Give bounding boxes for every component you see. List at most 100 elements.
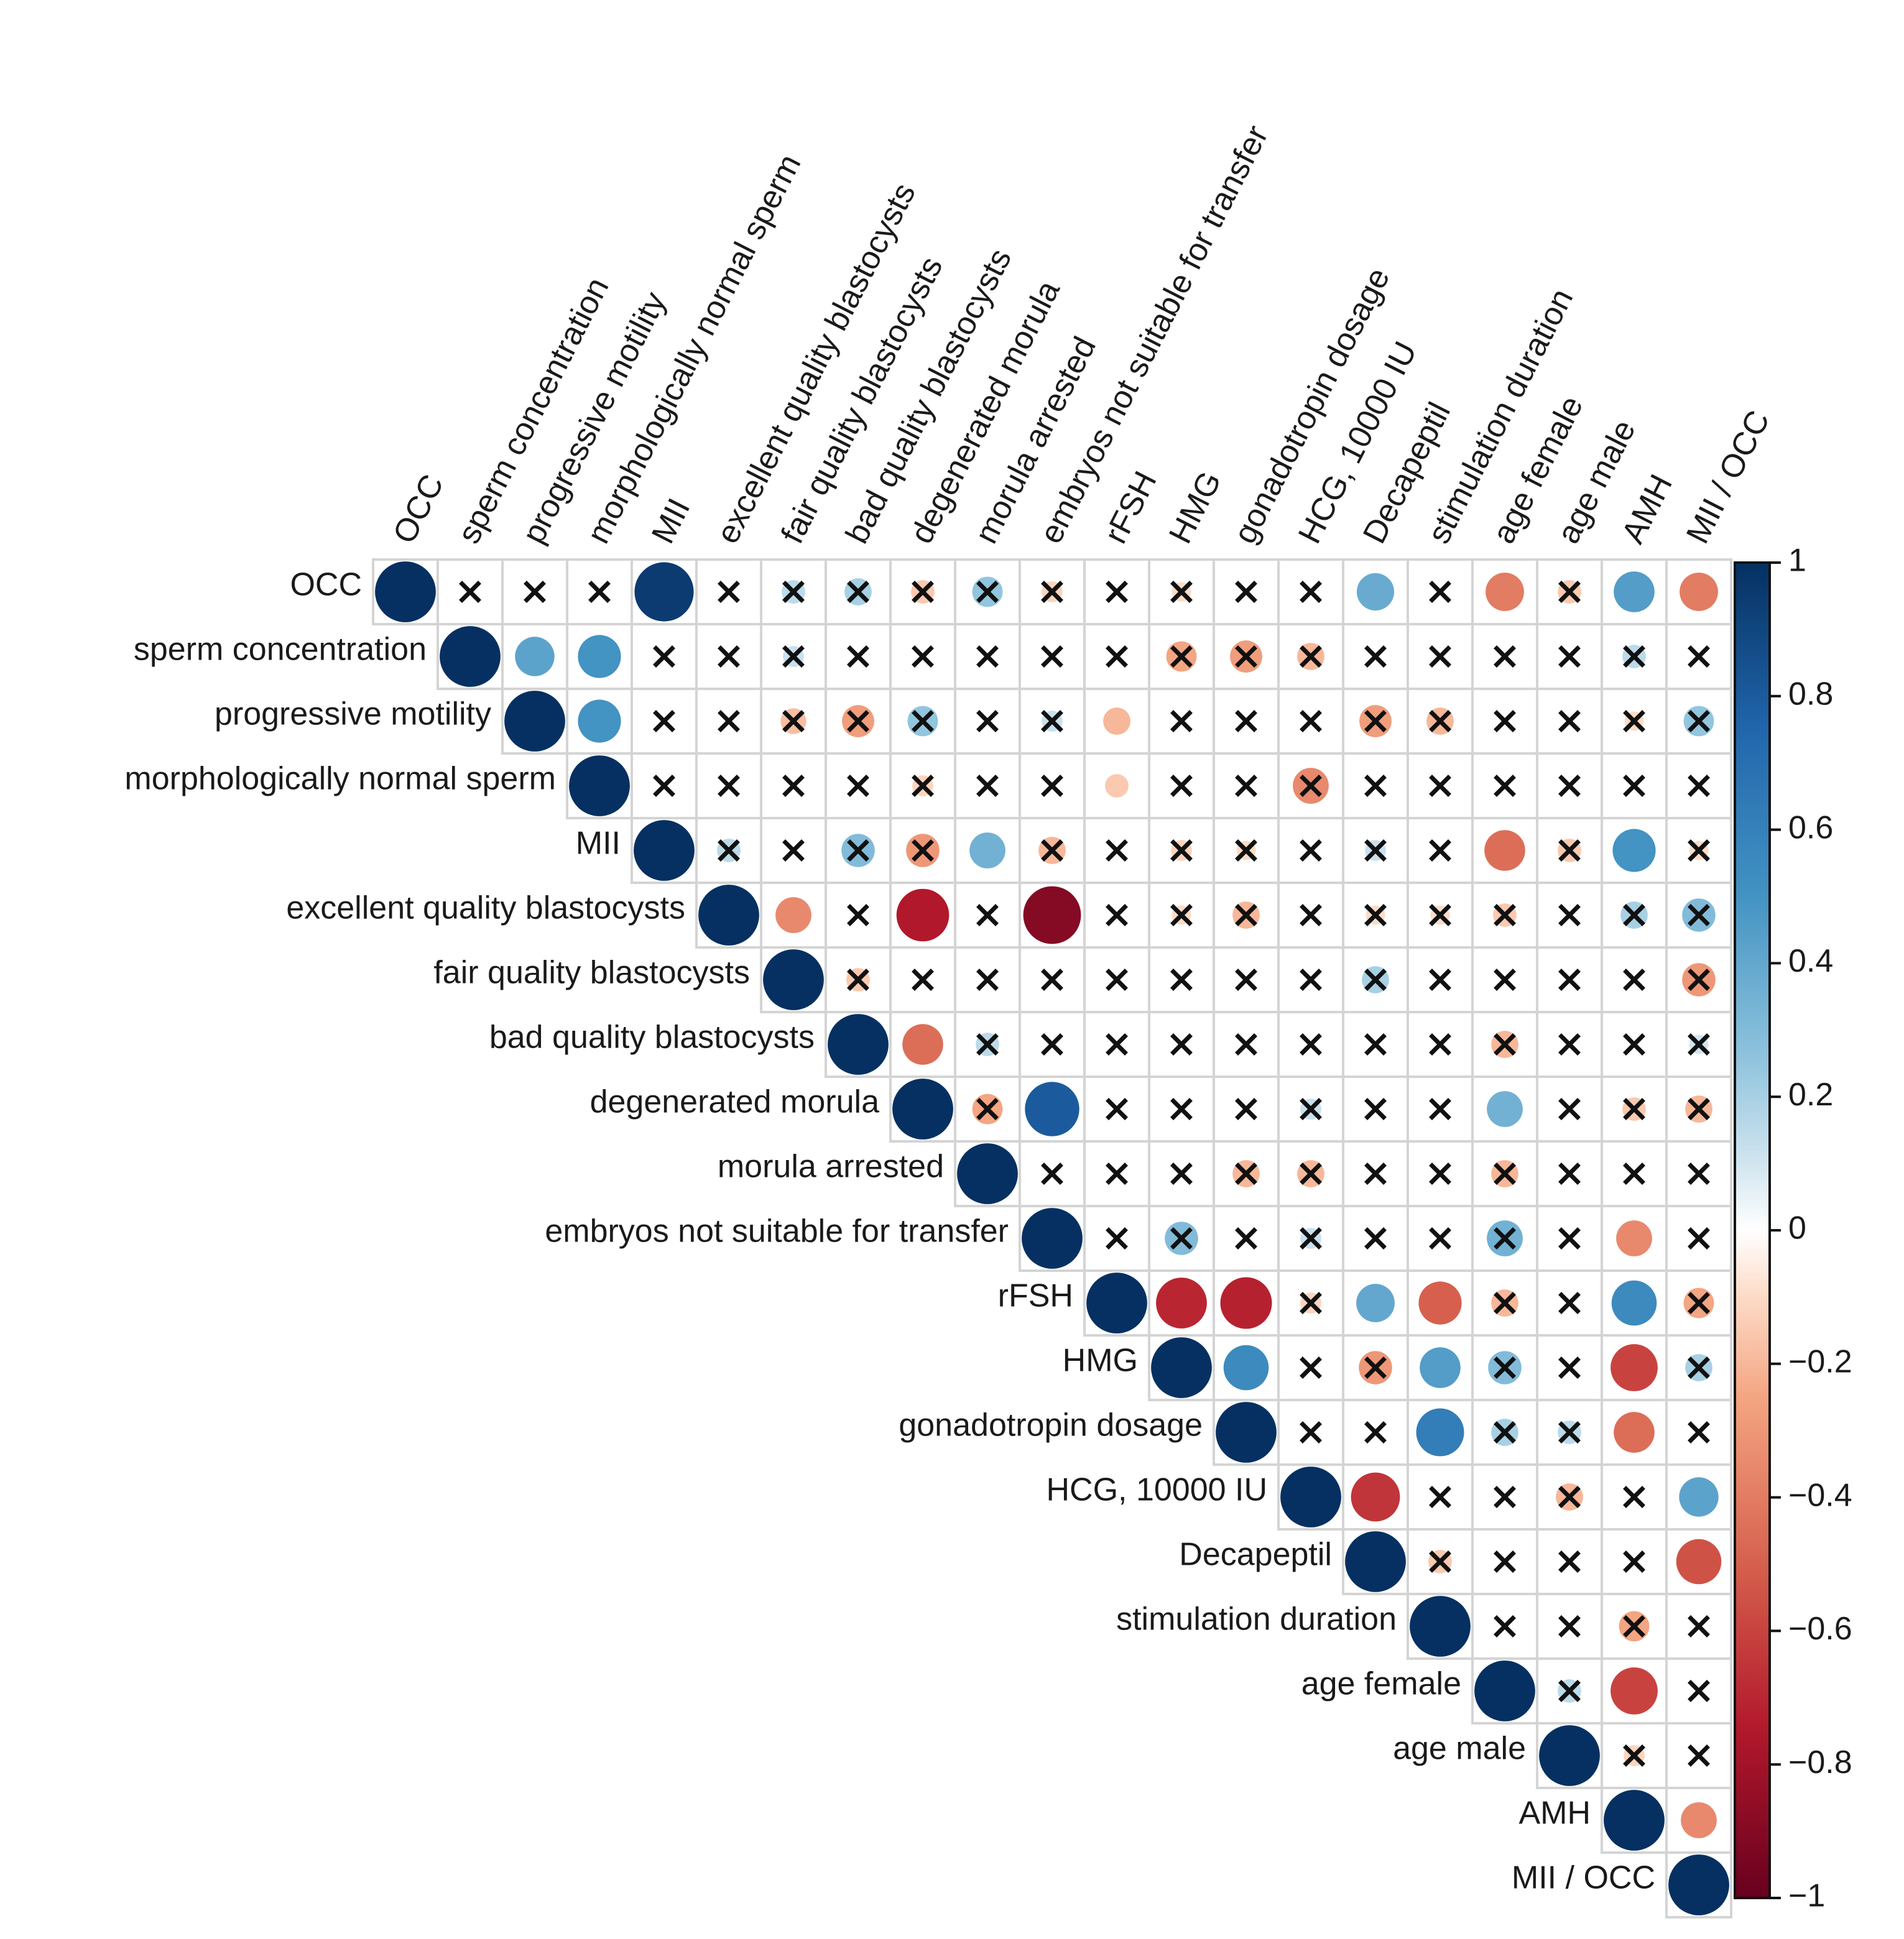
not-significant-mark: [912, 969, 934, 991]
not-significant-mark: [653, 645, 675, 668]
not-significant-mark: [1300, 904, 1322, 926]
not-significant-mark: [1623, 1615, 1645, 1637]
correlation-circle: [1025, 1082, 1079, 1136]
not-significant-mark: [1688, 1292, 1710, 1314]
not-significant-mark: [1106, 839, 1128, 862]
cell-15-20: [1665, 1528, 1732, 1595]
correlation-circle: [375, 561, 436, 622]
cell-0-15: [1342, 558, 1409, 625]
colorbar-gradient: [1734, 561, 1771, 1899]
cell-19-20: [1665, 1787, 1732, 1854]
cell-9-12: [1148, 1140, 1215, 1207]
not-significant-mark: [1106, 969, 1128, 991]
cell-1-17: [1471, 623, 1538, 690]
cell-10-11: [1083, 1205, 1150, 1272]
cell-3-8: [889, 752, 956, 819]
cell-14-17: [1471, 1463, 1538, 1531]
cell-12-20: [1665, 1334, 1732, 1401]
not-significant-mark: [1041, 1033, 1063, 1056]
cell-2-9: [954, 688, 1021, 755]
not-significant-mark: [1623, 1098, 1645, 1120]
not-significant-mark: [1688, 645, 1710, 668]
cell-17-19: [1601, 1657, 1668, 1725]
correlation-grid: [372, 558, 1732, 1918]
colorbar-tick-label: 0.4: [1788, 943, 1833, 979]
cell-10-18: [1536, 1205, 1603, 1272]
not-significant-mark: [1494, 969, 1516, 991]
not-significant-mark: [1623, 969, 1645, 991]
cell-8-20: [1665, 1075, 1732, 1143]
not-significant-mark: [718, 839, 740, 862]
not-significant-mark: [847, 775, 869, 797]
correlation-circle: [828, 1014, 889, 1075]
not-significant-mark: [1106, 1098, 1128, 1120]
cell-0-20: [1665, 558, 1732, 625]
cell-background: [889, 558, 956, 625]
not-significant-mark: [1623, 1744, 1645, 1767]
not-significant-mark: [1494, 1421, 1516, 1444]
cell-2-3: [566, 688, 633, 755]
cell-12-12: [1148, 1334, 1215, 1401]
not-significant-mark: [1170, 645, 1193, 668]
not-significant-mark: [976, 645, 999, 668]
cell-3-11: [1083, 752, 1150, 819]
cell-background: [954, 558, 1021, 625]
cell-9-10: [1019, 1140, 1086, 1207]
cell-7-15: [1342, 1011, 1409, 1078]
cell-3-17: [1471, 752, 1538, 819]
correlation-circle: [1105, 774, 1129, 798]
not-significant-mark: [1106, 1227, 1128, 1250]
correlation-circle: [763, 949, 824, 1010]
not-significant-mark: [1235, 710, 1257, 732]
cell-14-18: [1536, 1463, 1603, 1531]
cell-4-9: [954, 817, 1021, 884]
not-significant-mark: [1494, 1486, 1516, 1508]
cell-4-15: [1342, 817, 1409, 884]
cell-9-11: [1083, 1140, 1150, 1207]
correlation-circle: [896, 888, 950, 942]
correlation-circle: [1486, 573, 1524, 611]
cell-14-19: [1601, 1463, 1668, 1531]
not-significant-mark: [1041, 969, 1063, 991]
cell-15-15: [1342, 1528, 1409, 1595]
not-significant-mark: [1623, 710, 1645, 732]
not-significant-mark: [1235, 775, 1257, 797]
correlation-circle: [578, 635, 621, 678]
cell-17-18: [1536, 1657, 1603, 1725]
not-significant-mark: [1041, 645, 1063, 668]
colorbar-tick-label: −0.4: [1788, 1477, 1852, 1513]
cell-11-16: [1407, 1269, 1474, 1337]
not-significant-mark: [1494, 1227, 1516, 1250]
not-significant-mark: [1558, 1292, 1581, 1314]
cell-9-9: [954, 1140, 1021, 1207]
cell-9-16: [1407, 1140, 1474, 1207]
correlation-circle: [1418, 1281, 1462, 1325]
cell-6-20: [1665, 946, 1732, 1013]
not-significant-mark: [1300, 1098, 1322, 1120]
row-label: fair quality blastocysts: [433, 955, 750, 991]
cell-1-14: [1277, 623, 1344, 690]
not-significant-mark: [1623, 904, 1645, 926]
correlation-circle: [1604, 1790, 1665, 1851]
cell-13-17: [1471, 1399, 1538, 1466]
not-significant-mark: [1300, 1356, 1322, 1379]
cell-1-7: [825, 623, 892, 690]
not-significant-mark: [976, 1033, 999, 1056]
row-labels: OCC sperm concentration progressive motili…: [124, 567, 1655, 1896]
not-significant-mark: [1688, 1163, 1710, 1185]
not-significant-mark: [1235, 904, 1257, 926]
cell-2-20: [1665, 688, 1732, 755]
cell-6-11: [1083, 946, 1150, 1013]
not-significant-mark: [1235, 581, 1257, 603]
colorbar-tick-label: 0: [1788, 1210, 1806, 1246]
correlation-circle: [1680, 573, 1718, 611]
not-significant-mark: [912, 710, 934, 732]
not-significant-mark: [1300, 710, 1322, 732]
cell-1-4: [631, 623, 698, 690]
cell-11-19: [1601, 1269, 1668, 1337]
cell-8-16: [1407, 1075, 1474, 1143]
cell-0-0: [372, 558, 439, 625]
cell-9-14: [1277, 1140, 1344, 1207]
cell-7-8: [889, 1011, 956, 1078]
not-significant-mark: [1300, 775, 1322, 797]
